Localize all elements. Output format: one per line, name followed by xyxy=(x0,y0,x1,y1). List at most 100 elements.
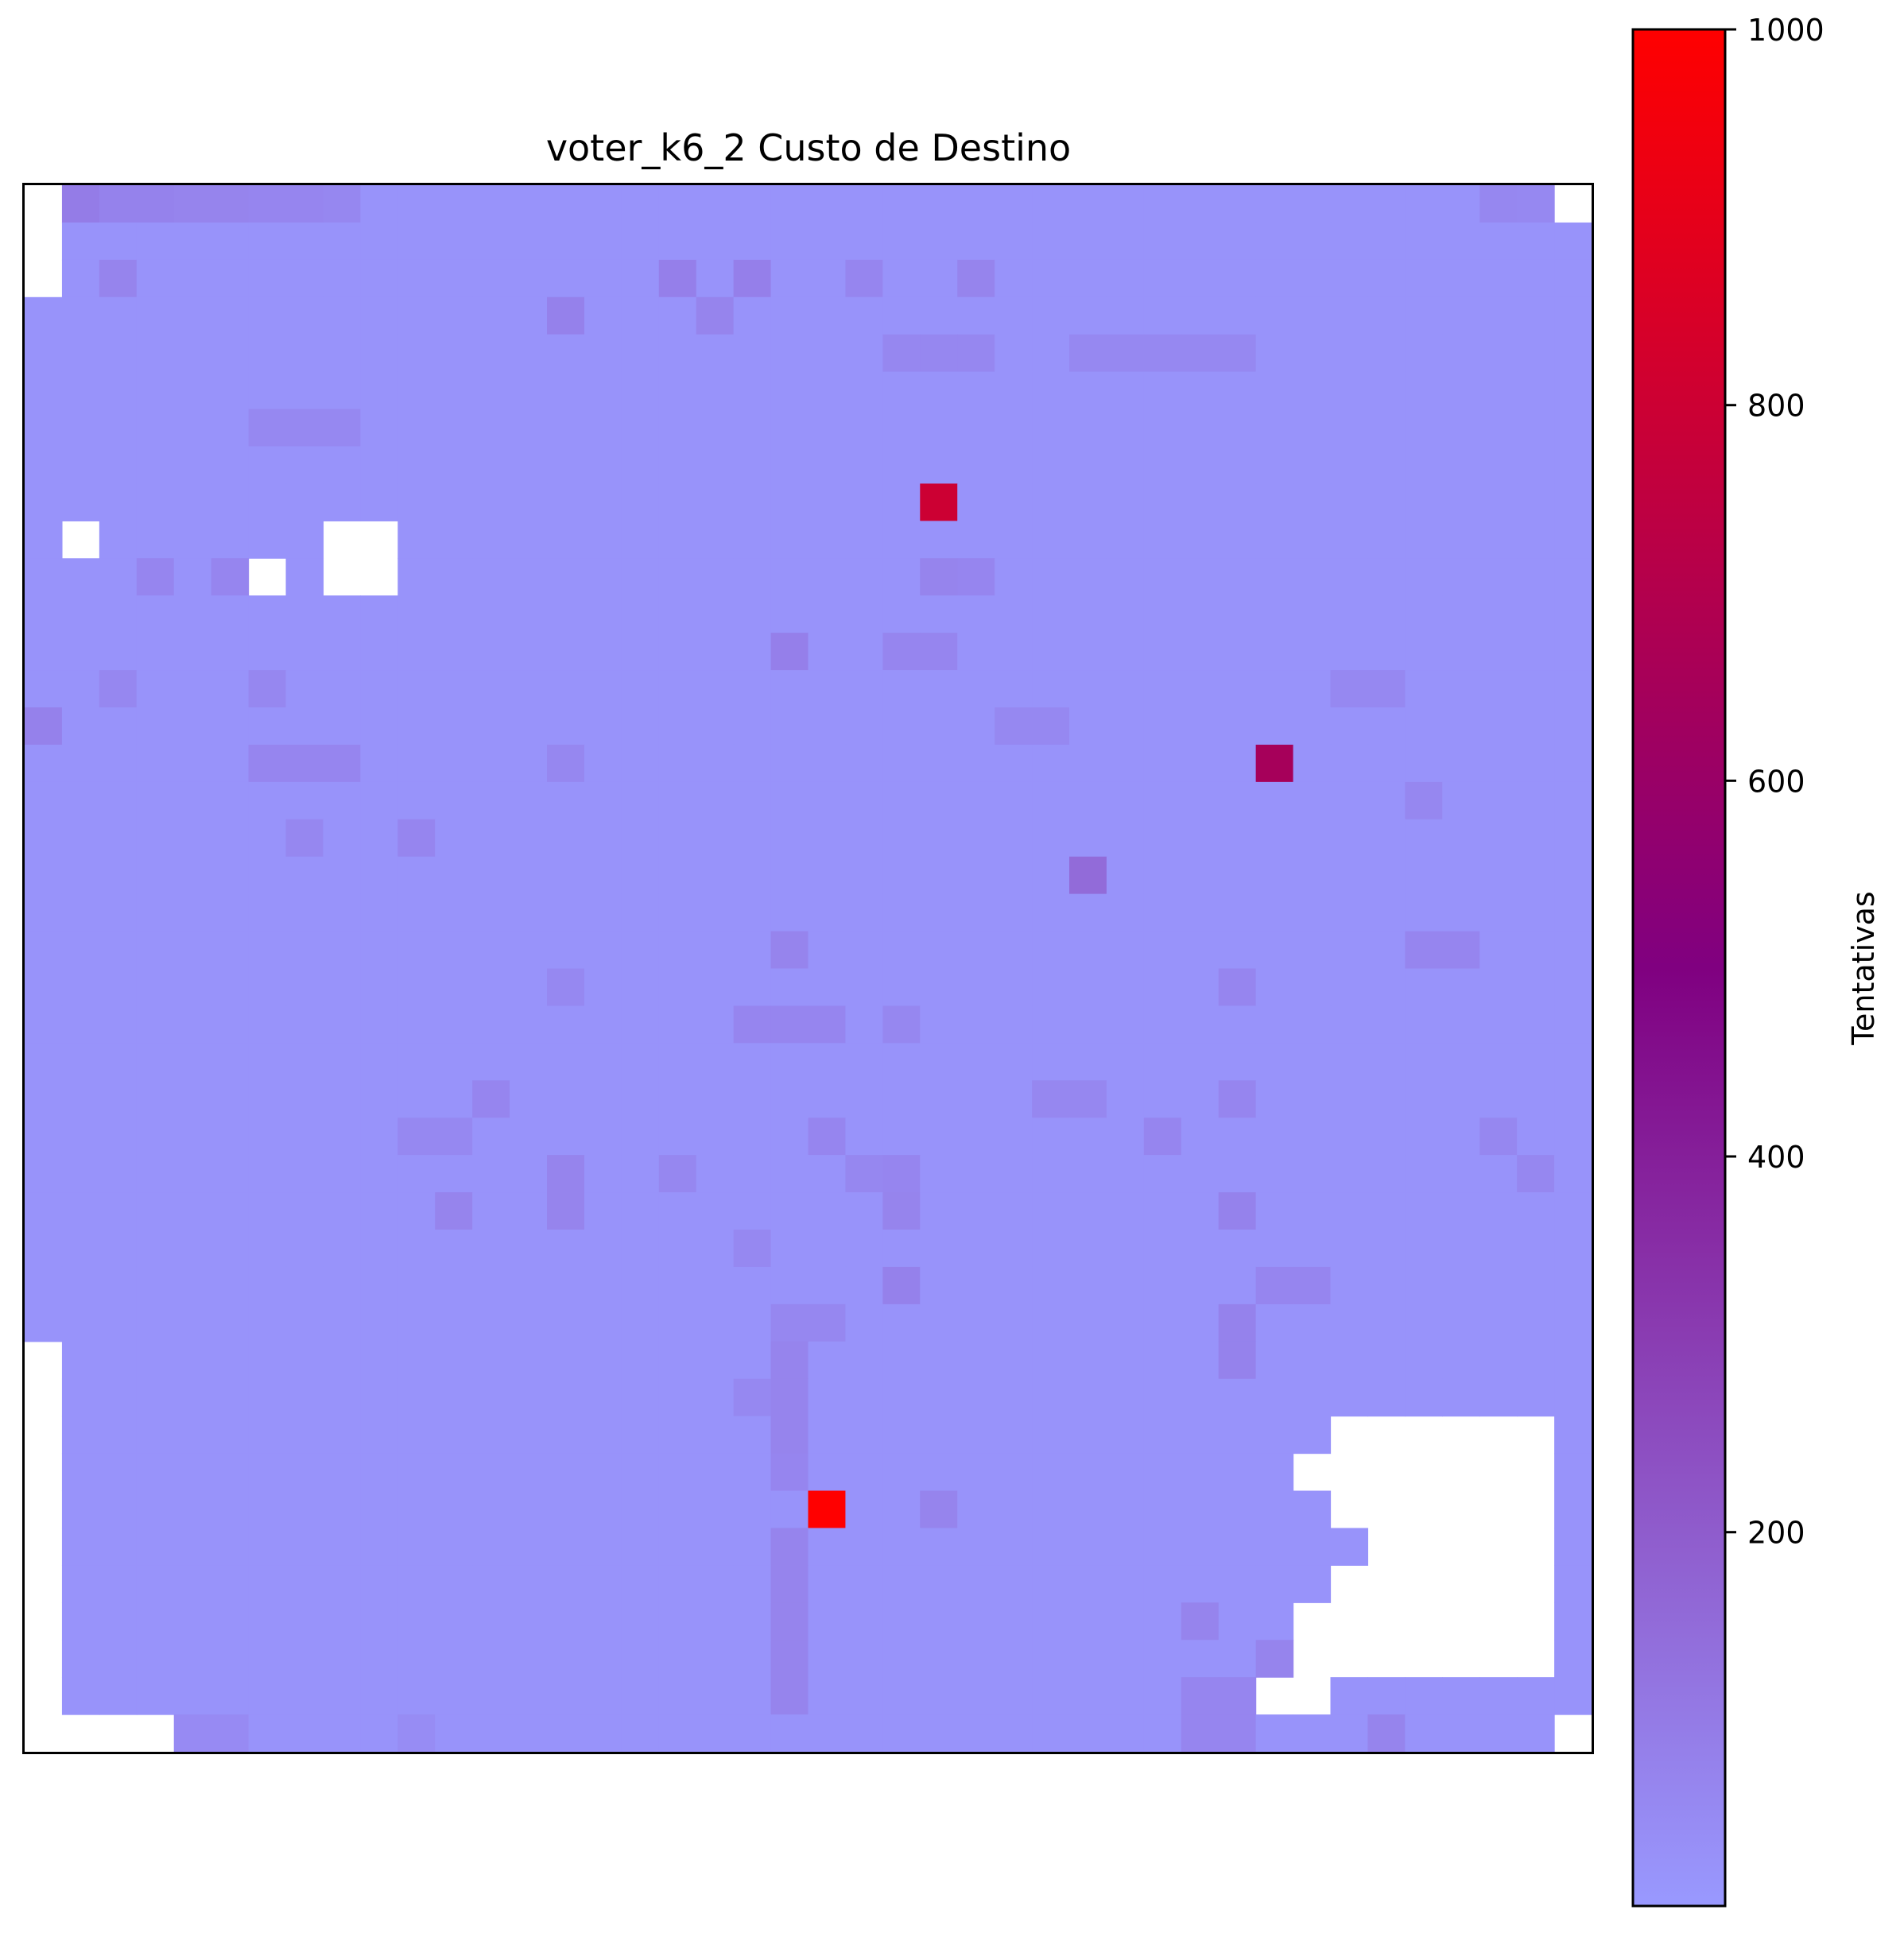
heatmap-cell xyxy=(248,968,287,1007)
heatmap-cell xyxy=(920,259,958,298)
heatmap-cell xyxy=(733,483,772,521)
heatmap-cell xyxy=(99,744,138,783)
heatmap-cell xyxy=(435,781,473,820)
heatmap-cell xyxy=(1442,1341,1480,1380)
heatmap-cell xyxy=(1554,781,1592,820)
heatmap-cell xyxy=(696,1341,735,1380)
heatmap-cell xyxy=(61,1230,100,1268)
heatmap-cell xyxy=(845,1677,883,1715)
heatmap-cell xyxy=(1517,1155,1555,1193)
heatmap-cell xyxy=(1330,185,1369,223)
heatmap-cell xyxy=(995,558,1033,596)
heatmap-cell xyxy=(173,1005,212,1044)
heatmap-cell xyxy=(397,334,436,373)
heatmap-cell xyxy=(882,633,921,671)
heatmap-cell xyxy=(61,1192,100,1230)
heatmap-cell xyxy=(1106,521,1145,559)
heatmap-cell xyxy=(584,371,622,410)
heatmap-cell xyxy=(1405,968,1443,1007)
heatmap-cell xyxy=(173,483,212,521)
heatmap-cell xyxy=(1554,409,1592,447)
heatmap-cell xyxy=(696,1416,735,1455)
heatmap-cell xyxy=(845,1155,883,1193)
heatmap-cell xyxy=(510,968,548,1007)
heatmap-cell xyxy=(1517,1118,1555,1156)
heatmap-cell xyxy=(1293,521,1332,559)
heatmap-cell xyxy=(397,1304,436,1342)
heatmap-cell xyxy=(957,334,995,373)
heatmap-cell xyxy=(845,1304,883,1342)
heatmap-cell xyxy=(1330,781,1369,820)
heatmap-cell xyxy=(360,1304,398,1342)
heatmap-cell xyxy=(510,296,548,335)
heatmap-cell xyxy=(285,1677,324,1715)
heatmap-cell xyxy=(1293,222,1332,261)
heatmap-cell xyxy=(323,744,361,783)
heatmap-cell xyxy=(25,744,63,783)
heatmap-cell xyxy=(1479,296,1518,335)
heatmap-cell xyxy=(733,968,772,1007)
heatmap-cell xyxy=(61,670,100,708)
heatmap-cell xyxy=(211,1266,250,1305)
heatmap-cell xyxy=(1405,483,1443,521)
heatmap-cell xyxy=(323,446,361,485)
heatmap-cell xyxy=(995,334,1033,373)
heatmap-cell xyxy=(1032,222,1070,261)
heatmap-cell xyxy=(211,1378,250,1417)
heatmap-cell xyxy=(882,1266,921,1305)
heatmap-cell xyxy=(547,222,585,261)
heatmap-cell xyxy=(957,931,995,970)
heatmap-cell xyxy=(61,259,100,298)
heatmap-cell xyxy=(1554,1118,1592,1156)
heatmap-cell xyxy=(510,1453,548,1492)
heatmap-cell xyxy=(1255,781,1294,820)
heatmap-cell xyxy=(248,1080,287,1118)
heatmap-cell xyxy=(360,259,398,298)
heatmap-cell xyxy=(323,1528,361,1566)
heatmap-cell xyxy=(1106,707,1145,746)
heatmap-cell xyxy=(323,1005,361,1044)
heatmap-cell xyxy=(1069,409,1107,447)
heatmap-cell xyxy=(1479,968,1518,1007)
heatmap-cell xyxy=(696,1565,735,1603)
heatmap-cell xyxy=(547,1230,585,1268)
heatmap-cell xyxy=(1479,446,1518,485)
heatmap-cell xyxy=(1106,1080,1145,1118)
heatmap-cell xyxy=(248,371,287,410)
heatmap-cell xyxy=(696,1080,735,1118)
heatmap-cell xyxy=(1218,670,1257,708)
heatmap-cell xyxy=(547,968,585,1007)
heatmap-cell xyxy=(658,1118,697,1156)
heatmap-cell xyxy=(696,409,735,447)
heatmap-cell xyxy=(1143,1565,1182,1603)
heatmap-cell xyxy=(1293,856,1332,895)
heatmap-cell xyxy=(61,483,100,521)
heatmap-cell xyxy=(845,1565,883,1603)
heatmap-cell xyxy=(621,781,660,820)
heatmap-cell xyxy=(61,446,100,485)
heatmap-cell xyxy=(882,1453,921,1492)
heatmap-cell xyxy=(845,931,883,970)
heatmap-cell xyxy=(920,1490,958,1529)
heatmap-cell xyxy=(397,446,436,485)
heatmap-cell xyxy=(1218,707,1257,746)
heatmap-cell xyxy=(770,1565,809,1603)
heatmap-cell xyxy=(547,1640,585,1678)
heatmap-cell xyxy=(658,893,697,932)
heatmap-cell xyxy=(584,1005,622,1044)
heatmap-cell xyxy=(995,1565,1033,1603)
heatmap-cell xyxy=(1181,371,1220,410)
heatmap-cell xyxy=(1218,296,1257,335)
heatmap-cell xyxy=(323,222,361,261)
heatmap-cell xyxy=(25,1043,63,1081)
heatmap-cell xyxy=(1106,371,1145,410)
heatmap-cell xyxy=(1181,968,1220,1007)
heatmap-cell xyxy=(1405,1043,1443,1081)
heatmap-cell xyxy=(1143,1453,1182,1492)
heatmap-cell xyxy=(920,1155,958,1193)
heatmap-cell xyxy=(547,1714,585,1753)
heatmap-cell xyxy=(99,558,138,596)
heatmap-cell xyxy=(1032,819,1070,858)
heatmap-cell xyxy=(61,931,100,970)
heatmap-cell xyxy=(173,334,212,373)
